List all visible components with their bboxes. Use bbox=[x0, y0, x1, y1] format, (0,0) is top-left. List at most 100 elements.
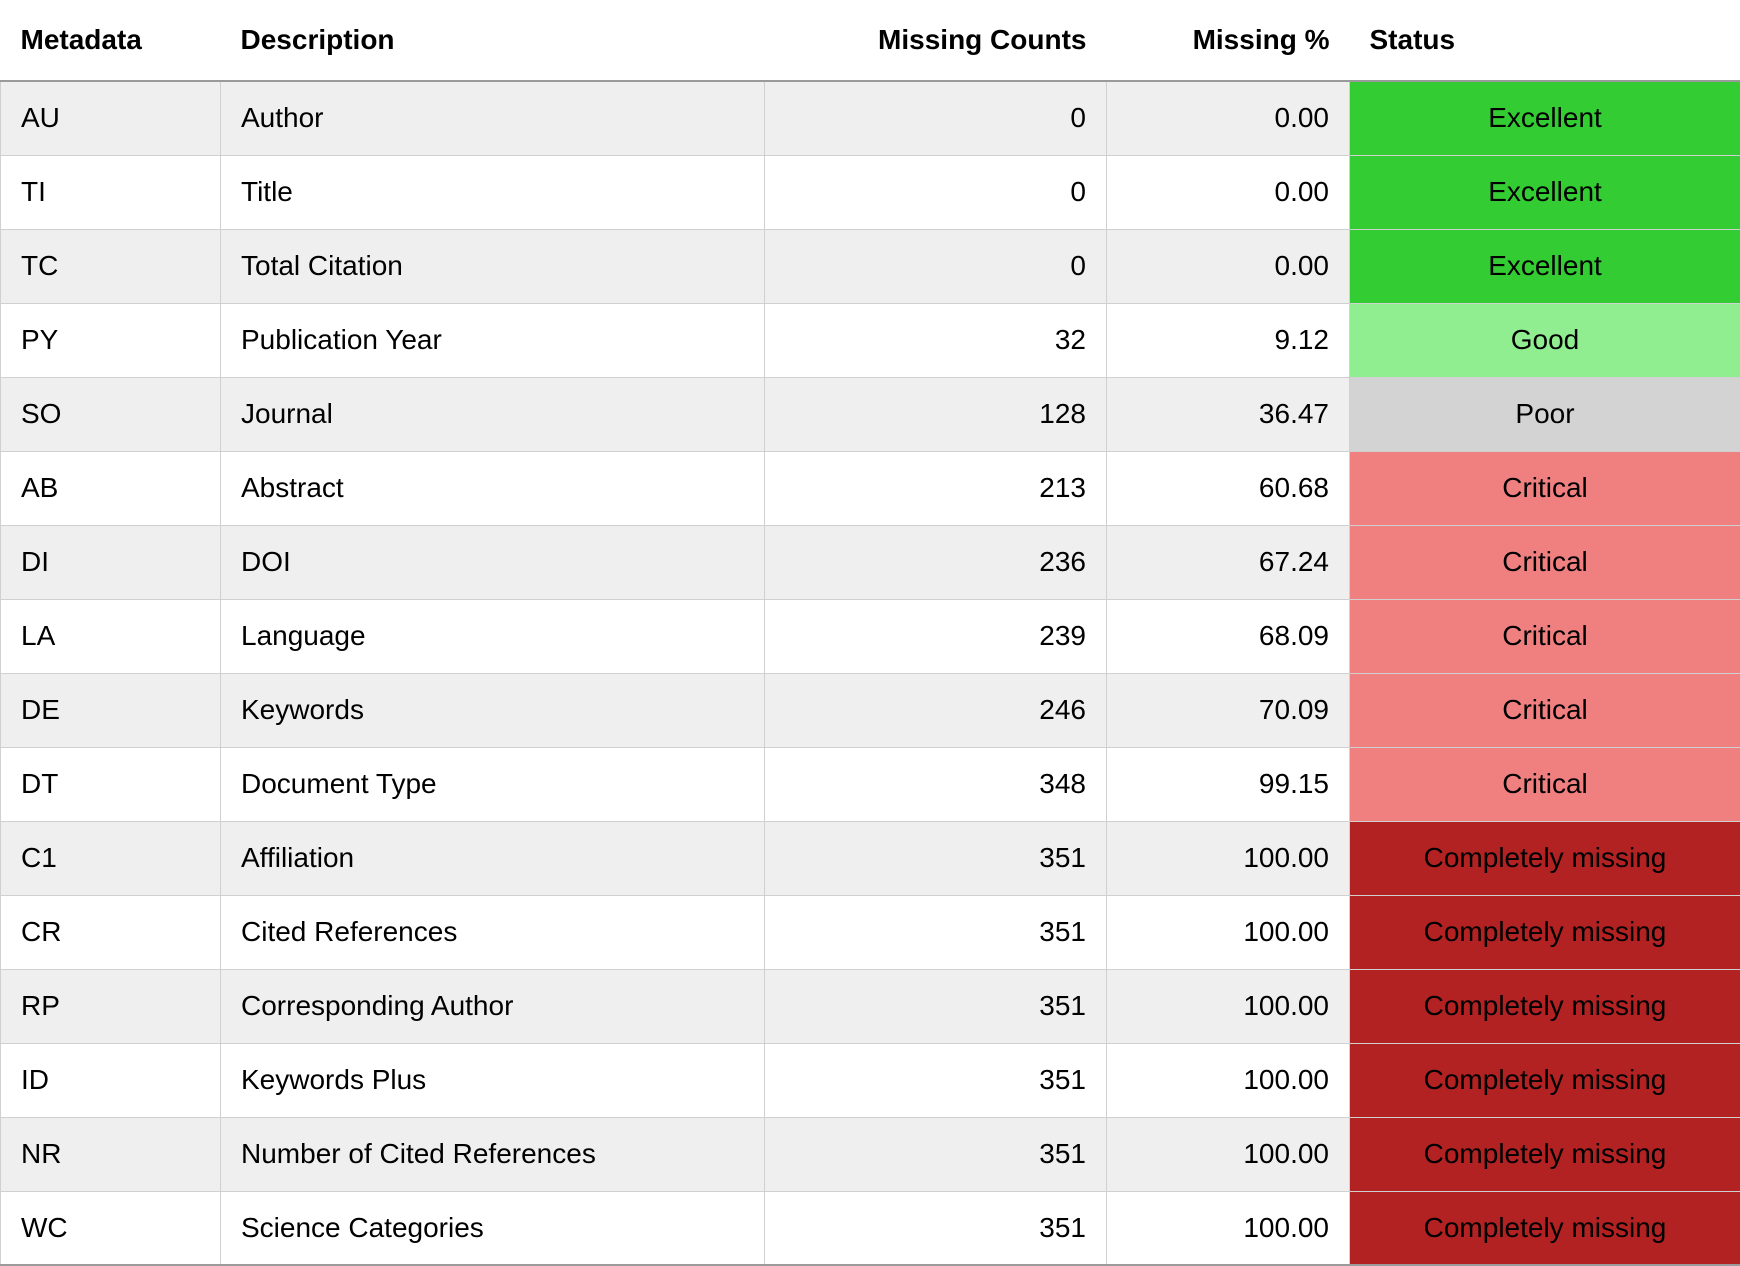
cell-metadata: LA bbox=[0, 598, 221, 674]
cell-metadata: AB bbox=[0, 450, 221, 526]
cell-description: Abstract bbox=[220, 450, 765, 526]
cell-missing-percent: 60.68 bbox=[1106, 450, 1350, 526]
table-row[interactable]: AB Abstract 213 60.68 Critical bbox=[0, 450, 1740, 526]
cell-metadata: DT bbox=[0, 746, 221, 822]
cell-missing-counts: 236 bbox=[764, 524, 1107, 600]
cell-missing-percent: 0.00 bbox=[1106, 154, 1350, 230]
cell-status: Poor bbox=[1349, 376, 1740, 452]
header-missing-percent[interactable]: Missing % bbox=[1106, 0, 1350, 82]
cell-missing-percent: 68.09 bbox=[1106, 598, 1350, 674]
cell-metadata: WC bbox=[0, 1190, 221, 1266]
cell-metadata: CR bbox=[0, 894, 221, 970]
cell-status: Excellent bbox=[1349, 80, 1740, 156]
cell-missing-percent: 100.00 bbox=[1106, 894, 1350, 970]
cell-status: Completely missing bbox=[1349, 820, 1740, 896]
table-row[interactable]: DI DOI 236 67.24 Critical bbox=[0, 524, 1740, 600]
cell-metadata: DI bbox=[0, 524, 221, 600]
cell-status: Completely missing bbox=[1349, 968, 1740, 1044]
header-missing-counts[interactable]: Missing Counts bbox=[764, 0, 1107, 82]
table-row[interactable]: ID Keywords Plus 351 100.00 Completely missi… bbox=[0, 1042, 1740, 1118]
cell-description: DOI bbox=[220, 524, 765, 600]
cell-metadata: DE bbox=[0, 672, 221, 748]
cell-description: Title bbox=[220, 154, 765, 230]
cell-missing-percent: 0.00 bbox=[1106, 228, 1350, 304]
cell-missing-percent: 67.24 bbox=[1106, 524, 1350, 600]
cell-status: Completely missing bbox=[1349, 1042, 1740, 1118]
table-row[interactable]: AU Author 0 0.00 Excellent bbox=[0, 80, 1740, 156]
cell-description: Keywords bbox=[220, 672, 765, 748]
cell-missing-counts: 128 bbox=[764, 376, 1107, 452]
table-body: AU Author 0 0.00 Excellent TI Title 0 0.00 Excell… bbox=[0, 80, 1740, 1266]
table-row[interactable]: SO Journal 128 36.47 Poor bbox=[0, 376, 1740, 452]
table-row[interactable]: NR Number of Cited References 351 100.00 Com… bbox=[0, 1116, 1740, 1192]
cell-missing-counts: 32 bbox=[764, 302, 1107, 378]
cell-missing-percent: 100.00 bbox=[1106, 820, 1350, 896]
table-header: Metadata Description Missing Counts Miss… bbox=[0, 0, 1740, 82]
cell-status: Excellent bbox=[1349, 228, 1740, 304]
cell-description: Publication Year bbox=[220, 302, 765, 378]
cell-missing-counts: 0 bbox=[764, 80, 1107, 156]
cell-missing-counts: 351 bbox=[764, 894, 1107, 970]
table-row[interactable]: DT Document Type 348 99.15 Critical bbox=[0, 746, 1740, 822]
header-status[interactable]: Status bbox=[1349, 0, 1740, 82]
cell-description: Language bbox=[220, 598, 765, 674]
cell-status: Critical bbox=[1349, 450, 1740, 526]
cell-description: Cited References bbox=[220, 894, 765, 970]
cell-missing-percent: 9.12 bbox=[1106, 302, 1350, 378]
cell-status: Completely missing bbox=[1349, 1116, 1740, 1192]
cell-metadata: ID bbox=[0, 1042, 221, 1118]
cell-status: Critical bbox=[1349, 746, 1740, 822]
cell-missing-counts: 351 bbox=[764, 968, 1107, 1044]
cell-missing-percent: 99.15 bbox=[1106, 746, 1350, 822]
cell-missing-counts: 239 bbox=[764, 598, 1107, 674]
header-metadata[interactable]: Metadata bbox=[0, 0, 221, 82]
cell-metadata: NR bbox=[0, 1116, 221, 1192]
cell-metadata: TC bbox=[0, 228, 221, 304]
cell-description: Total Citation bbox=[220, 228, 765, 304]
header-description[interactable]: Description bbox=[220, 0, 765, 82]
cell-missing-counts: 348 bbox=[764, 746, 1107, 822]
cell-description: Number of Cited References bbox=[220, 1116, 765, 1192]
cell-missing-percent: 100.00 bbox=[1106, 1042, 1350, 1118]
cell-status: Completely missing bbox=[1349, 1190, 1740, 1266]
table-row[interactable]: WC Science Categories 351 100.00 Completely … bbox=[0, 1190, 1740, 1266]
cell-description: Affiliation bbox=[220, 820, 765, 896]
cell-missing-counts: 0 bbox=[764, 228, 1107, 304]
cell-status: Completely missing bbox=[1349, 894, 1740, 970]
header-row: Metadata Description Missing Counts Miss… bbox=[0, 0, 1740, 82]
cell-status: Critical bbox=[1349, 524, 1740, 600]
cell-missing-percent: 100.00 bbox=[1106, 1190, 1350, 1266]
table-row[interactable]: C1 Affiliation 351 100.00 Completely missing bbox=[0, 820, 1740, 896]
cell-missing-counts: 246 bbox=[764, 672, 1107, 748]
table-row[interactable]: CR Cited References 351 100.00 Completely mi… bbox=[0, 894, 1740, 970]
cell-status: Good bbox=[1349, 302, 1740, 378]
cell-status: Critical bbox=[1349, 672, 1740, 748]
cell-description: Keywords Plus bbox=[220, 1042, 765, 1118]
cell-metadata: RP bbox=[0, 968, 221, 1044]
cell-description: Author bbox=[220, 80, 765, 156]
table-row[interactable]: TC Total Citation 0 0.00 Excellent bbox=[0, 228, 1740, 304]
cell-missing-percent: 100.00 bbox=[1106, 1116, 1350, 1192]
cell-description: Journal bbox=[220, 376, 765, 452]
cell-missing-counts: 351 bbox=[764, 1116, 1107, 1192]
table-row[interactable]: PY Publication Year 32 9.12 Good bbox=[0, 302, 1740, 378]
table-row[interactable]: TI Title 0 0.00 Excellent bbox=[0, 154, 1740, 230]
cell-missing-counts: 351 bbox=[764, 820, 1107, 896]
cell-missing-counts: 351 bbox=[764, 1190, 1107, 1266]
cell-description: Document Type bbox=[220, 746, 765, 822]
cell-status: Critical bbox=[1349, 598, 1740, 674]
table-row[interactable]: DE Keywords 246 70.09 Critical bbox=[0, 672, 1740, 748]
cell-metadata: AU bbox=[0, 80, 221, 156]
cell-missing-counts: 351 bbox=[764, 1042, 1107, 1118]
cell-missing-percent: 70.09 bbox=[1106, 672, 1350, 748]
cell-description: Science Categories bbox=[220, 1190, 765, 1266]
table-row[interactable]: RP Corresponding Author 351 100.00 Completel… bbox=[0, 968, 1740, 1044]
cell-metadata: TI bbox=[0, 154, 221, 230]
cell-missing-percent: 100.00 bbox=[1106, 968, 1350, 1044]
cell-metadata: SO bbox=[0, 376, 221, 452]
cell-missing-percent: 0.00 bbox=[1106, 80, 1350, 156]
table-row[interactable]: LA Language 239 68.09 Critical bbox=[0, 598, 1740, 674]
cell-metadata: C1 bbox=[0, 820, 221, 896]
